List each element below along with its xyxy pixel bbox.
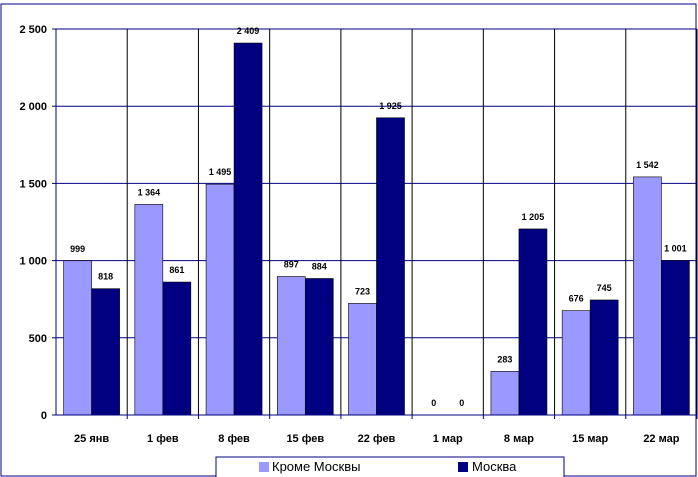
legend-box — [215, 456, 565, 477]
data-label-кроме-москвы-1: 999 — [70, 244, 85, 254]
x-tick-label-4: 15 фев — [286, 433, 324, 445]
axes — [52, 28, 698, 419]
data-label-кроме-москвы-2: 1 364 — [138, 187, 161, 197]
data-label-кроме-москвы-9: 1 542 — [636, 160, 659, 170]
legend-swatch-kromemoskvy — [259, 462, 269, 472]
bar-кроме-москвы-9 — [633, 176, 662, 416]
x-tick-label-1: 25 янв — [74, 433, 109, 445]
bar-москва-9 — [661, 260, 690, 416]
bar-москва-1 — [91, 288, 120, 416]
x-tick-label-9: 22 мар — [643, 433, 679, 445]
data-label-москва-7: 1 205 — [522, 212, 545, 222]
data-label-москва-8: 745 — [597, 283, 612, 293]
x-tick-label-3: 8 фев — [218, 433, 250, 445]
data-label-москва-5: 1 925 — [379, 101, 402, 111]
bars — [63, 42, 690, 416]
legend-swatch-moskva — [458, 462, 468, 472]
bar-кроме-москвы-5 — [348, 303, 377, 416]
legend: Кроме Москвы Москва — [215, 456, 565, 477]
bar-москва-8 — [589, 299, 619, 416]
x-tick-label-7: 8 мар — [504, 433, 534, 445]
bar-кроме-москвы-4 — [276, 276, 306, 416]
bar-москва-7 — [518, 228, 548, 416]
data-label-москва-9: 1 001 — [664, 243, 687, 253]
bar-кроме-москвы-8 — [561, 310, 591, 416]
data-label-москва-2: 861 — [169, 265, 184, 275]
y-tick-label-500: 500 — [29, 333, 47, 345]
data-label-москва-1: 818 — [98, 272, 113, 282]
tick-labels: 0 500 1 000 1 500 2 000 2 500 25 янв 1 фев 8 фев… — [19, 24, 679, 445]
x-tick-label-8: 15 мар — [572, 433, 608, 445]
data-label-кроме-москвы-6: 0 — [431, 398, 436, 408]
bar-москва-3 — [233, 42, 263, 416]
legend-label-kromemoskvy: Кроме Москвы — [272, 459, 360, 474]
bar-кроме-москвы-2 — [134, 204, 164, 416]
data-label-москва-6: 0 — [459, 398, 464, 408]
data-label-кроме-москвы-4: 897 — [284, 260, 299, 270]
y-tick-label-1000: 1 000 — [19, 256, 47, 268]
bar-кроме-москвы-1 — [63, 260, 92, 416]
x-tick-label-2: 1 фев — [147, 433, 179, 445]
data-label-кроме-москвы-3: 1 495 — [209, 167, 232, 177]
data-label-москва-4: 884 — [312, 262, 327, 272]
data-label-кроме-москвы-8: 676 — [569, 294, 584, 304]
y-tick-label-0: 0 — [41, 410, 47, 422]
x-tick-label-6: 1 мар — [433, 433, 463, 445]
x-tick-label-5: 22 фев — [358, 433, 396, 445]
data-label-москва-3: 2 409 — [237, 26, 260, 36]
legend-label-moskva: Москва — [472, 459, 517, 474]
y-tick-label-2000: 2 000 — [19, 101, 47, 113]
data-labels: 999 818 1 364 861 1 495 2 409 897 884 723 1 925 0 0… — [70, 26, 687, 408]
y-tick-label-2500: 2 500 — [19, 24, 47, 36]
bar-кроме-москвы-7 — [490, 371, 520, 416]
bar-москва-2 — [162, 281, 192, 416]
y-tick-label-1500: 1 500 — [19, 178, 47, 190]
bar-москва-4 — [304, 278, 334, 416]
data-label-кроме-москвы-7: 283 — [497, 354, 512, 364]
bar-москва-5 — [376, 117, 405, 416]
data-label-кроме-москвы-5: 723 — [355, 286, 370, 296]
bar-кроме-москвы-3 — [205, 183, 235, 416]
